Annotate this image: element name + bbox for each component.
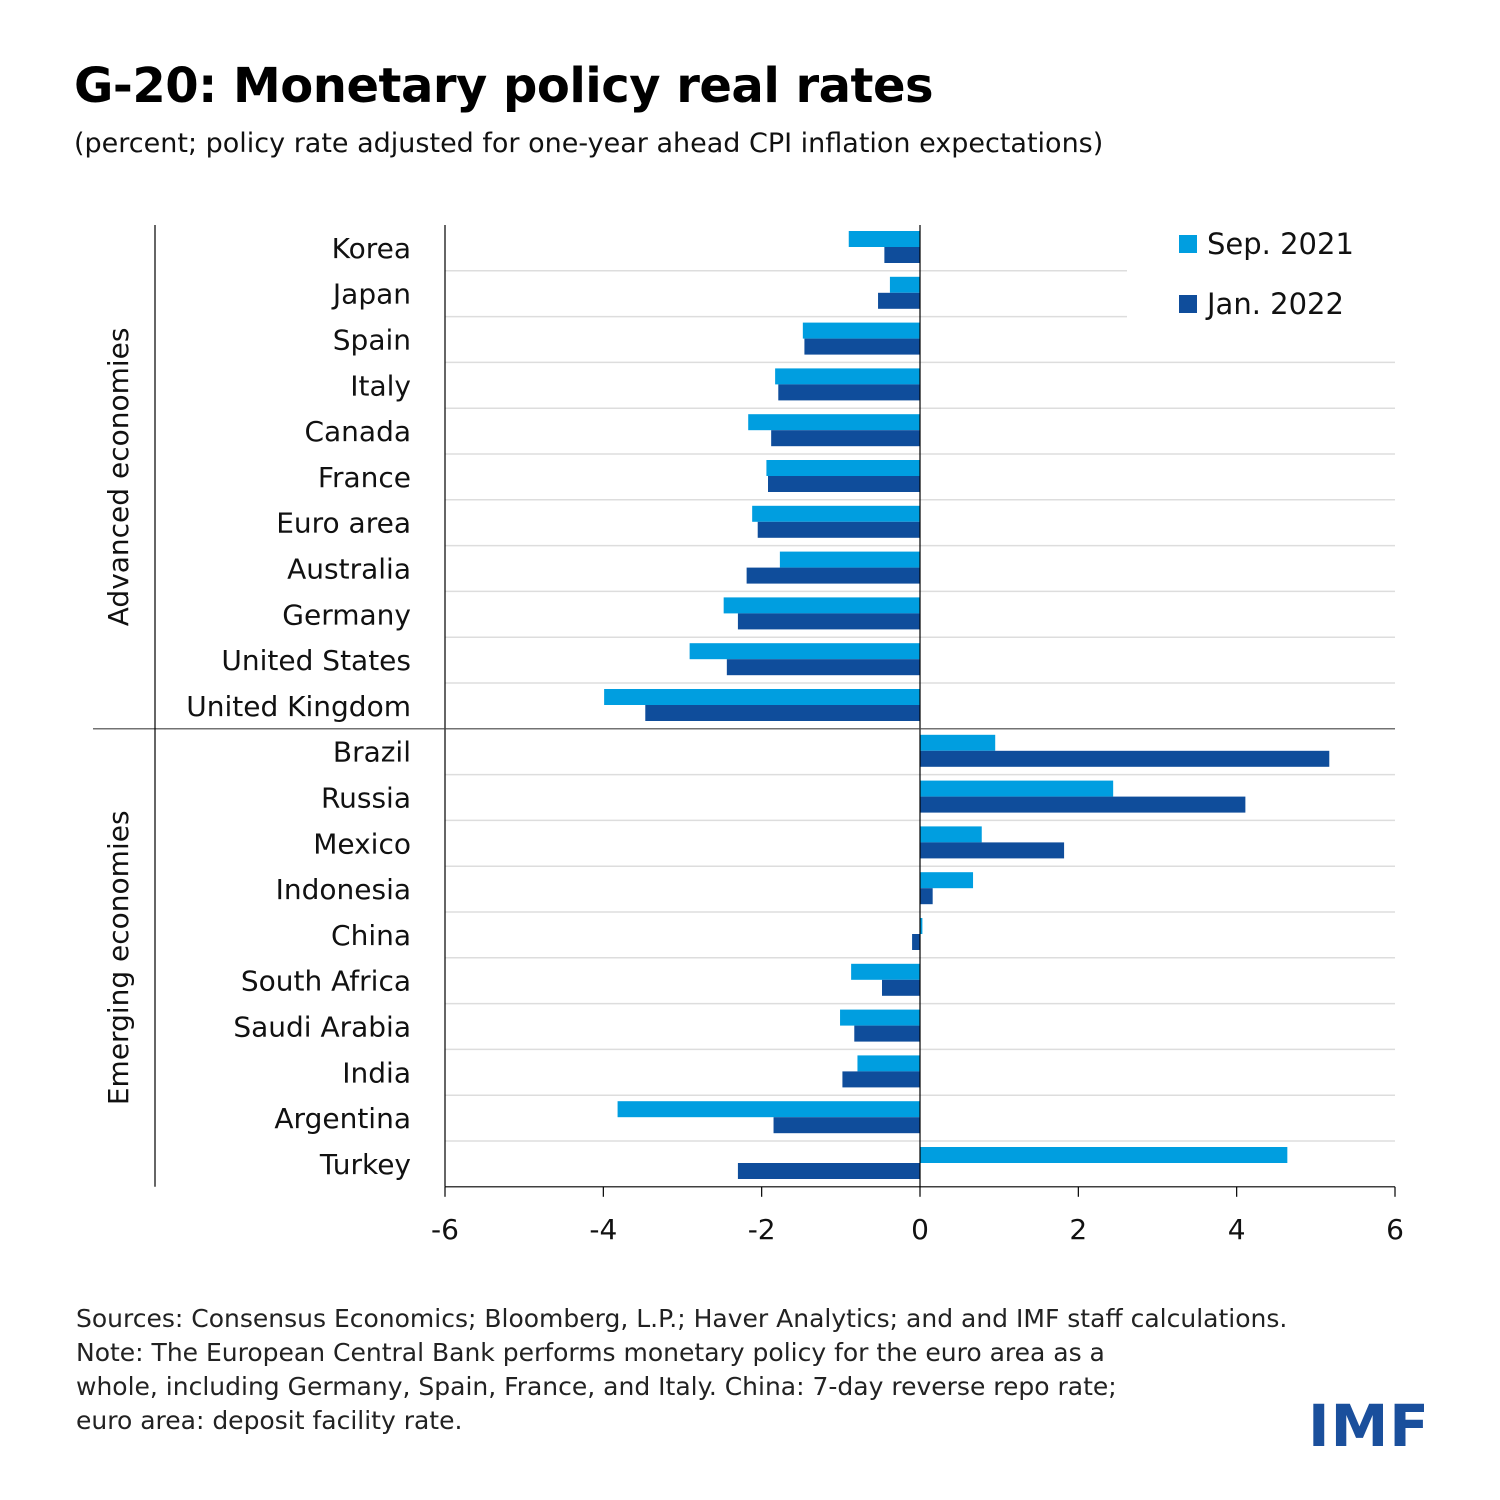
bar-sep-2021-euro-area — [752, 505, 920, 522]
bar-sep-2021-spain — [802, 322, 920, 339]
x-tick-label: -6 — [431, 1213, 459, 1246]
imf-logo: IMF — [1308, 1392, 1430, 1460]
axes: -6 -4 -2 0 2 4 6 — [93, 225, 1404, 1246]
bar-sep-2021-united-states — [689, 643, 920, 660]
category-label-germany: Germany — [282, 598, 411, 631]
bar-jan-2022-indonesia — [920, 888, 933, 905]
bars — [604, 231, 1330, 1179]
category-label-saudi-arabia: Saudi Arabia — [233, 1011, 411, 1044]
category-label-south-africa: South Africa — [241, 965, 411, 998]
footnote-note-line-1: Note: The European Central Bank performs… — [76, 1338, 1105, 1367]
x-tick-label: 0 — [911, 1213, 929, 1246]
legend: Sep. 2021 Jan. 2022 — [1179, 227, 1354, 321]
legend-swatch-jan-2022 — [1179, 295, 1197, 313]
x-tick-label: -2 — [748, 1213, 776, 1246]
footnote-note-line-2: whole, including Germany, Spain, France,… — [76, 1372, 1117, 1401]
bar-jan-2022-australia — [746, 567, 920, 584]
category-label-united-kingdom: United Kingdom — [186, 690, 411, 723]
bar-sep-2021-india — [857, 1055, 920, 1072]
bar-jan-2022-argentina — [773, 1117, 920, 1134]
category-label-mexico: Mexico — [313, 827, 411, 860]
bar-sep-2021-mexico — [920, 826, 982, 843]
bar-sep-2021-indonesia — [920, 872, 974, 889]
bar-sep-2021-united-kingdom — [604, 689, 920, 705]
category-label-korea: Korea — [332, 232, 411, 265]
category-label-france: France — [318, 461, 411, 494]
category-label-canada: Canada — [304, 415, 411, 448]
bar-jan-2022-south-africa — [882, 979, 920, 996]
bar-chart: -6 -4 -2 0 2 4 6 Korea Japan Spain Italy Canada Fra… — [93, 225, 1404, 1246]
x-tick-label: 4 — [1228, 1213, 1246, 1246]
category-label-india: India — [342, 1056, 411, 1089]
x-tick-label: 2 — [1069, 1213, 1087, 1246]
bar-sep-2021-china — [920, 918, 923, 934]
bar-sep-2021-brazil — [920, 734, 996, 751]
category-label-united-states: United States — [221, 644, 411, 677]
bar-sep-2021-france — [766, 460, 920, 476]
bar-jan-2022-euro-area — [757, 521, 920, 538]
bar-sep-2021-australia — [779, 551, 920, 568]
bar-jan-2022-mexico — [920, 842, 1065, 859]
x-tick-label: -4 — [589, 1213, 617, 1246]
category-label-australia: Australia — [287, 553, 411, 586]
x-tick-label: 6 — [1386, 1213, 1404, 1246]
category-label-japan: Japan — [331, 278, 411, 311]
category-label-spain: Spain — [333, 324, 411, 357]
bar-jan-2022-united-kingdom — [645, 705, 920, 721]
bar-jan-2022-korea — [884, 247, 920, 263]
category-label-china: China — [331, 919, 411, 952]
bar-sep-2021-germany — [723, 597, 920, 614]
bar-jan-2022-india — [842, 1071, 920, 1088]
bar-jan-2022-canada — [771, 430, 920, 447]
bar-jan-2022-russia — [920, 796, 1246, 813]
category-label-indonesia: Indonesia — [276, 873, 411, 906]
bar-jan-2022-italy — [778, 384, 920, 401]
bar-sep-2021-south-africa — [851, 963, 920, 980]
chart-title: G-20: Monetary policy real rates — [74, 58, 934, 114]
bar-jan-2022-spain — [804, 338, 920, 355]
bar-sep-2021-italy — [775, 368, 920, 385]
footnote-note-line-3: euro area: deposit facility rate. — [76, 1406, 463, 1435]
category-label-euro-area: Euro area — [276, 507, 411, 540]
bar-sep-2021-turkey — [920, 1147, 1288, 1163]
bar-jan-2022-turkey — [737, 1163, 920, 1179]
bar-sep-2021-russia — [920, 780, 1114, 797]
bar-sep-2021-saudi-arabia — [840, 1009, 920, 1026]
category-label-argentina: Argentina — [274, 1102, 411, 1135]
category-label-turkey: Turkey — [319, 1148, 411, 1181]
footnote: Sources: Consensus Economics; Bloomberg,… — [76, 1302, 1396, 1438]
legend-swatch-sep-2021 — [1179, 235, 1197, 253]
footnote-sources: Sources: Consensus Economics; Bloomberg,… — [76, 1304, 1288, 1333]
chart-subtitle: (percent; policy rate adjusted for one-y… — [74, 128, 1104, 159]
bar-jan-2022-china — [912, 934, 920, 950]
bar-jan-2022-brazil — [920, 750, 1330, 767]
legend-label-sep-2021: Sep. 2021 — [1207, 227, 1354, 261]
bar-sep-2021-korea — [848, 231, 920, 247]
group-label-emerging: Emerging economies — [102, 810, 135, 1105]
category-labels: Korea Japan Spain Italy Canada France Euro are… — [102, 232, 411, 1181]
category-label-russia: Russia — [321, 782, 411, 815]
bar-sep-2021-argentina — [617, 1101, 920, 1118]
category-label-italy: Italy — [350, 369, 411, 402]
category-label-brazil: Brazil — [333, 736, 411, 769]
bar-jan-2022-united-states — [726, 659, 920, 676]
bar-jan-2022-japan — [878, 292, 920, 309]
bar-jan-2022-germany — [737, 613, 920, 630]
bar-jan-2022-saudi-arabia — [854, 1025, 920, 1042]
bar-sep-2021-japan — [889, 276, 920, 293]
legend-label-jan-2022: Jan. 2022 — [1205, 287, 1344, 321]
bar-jan-2022-france — [768, 476, 920, 492]
bar-sep-2021-canada — [748, 414, 920, 431]
group-label-advanced: Advanced economies — [102, 328, 135, 627]
